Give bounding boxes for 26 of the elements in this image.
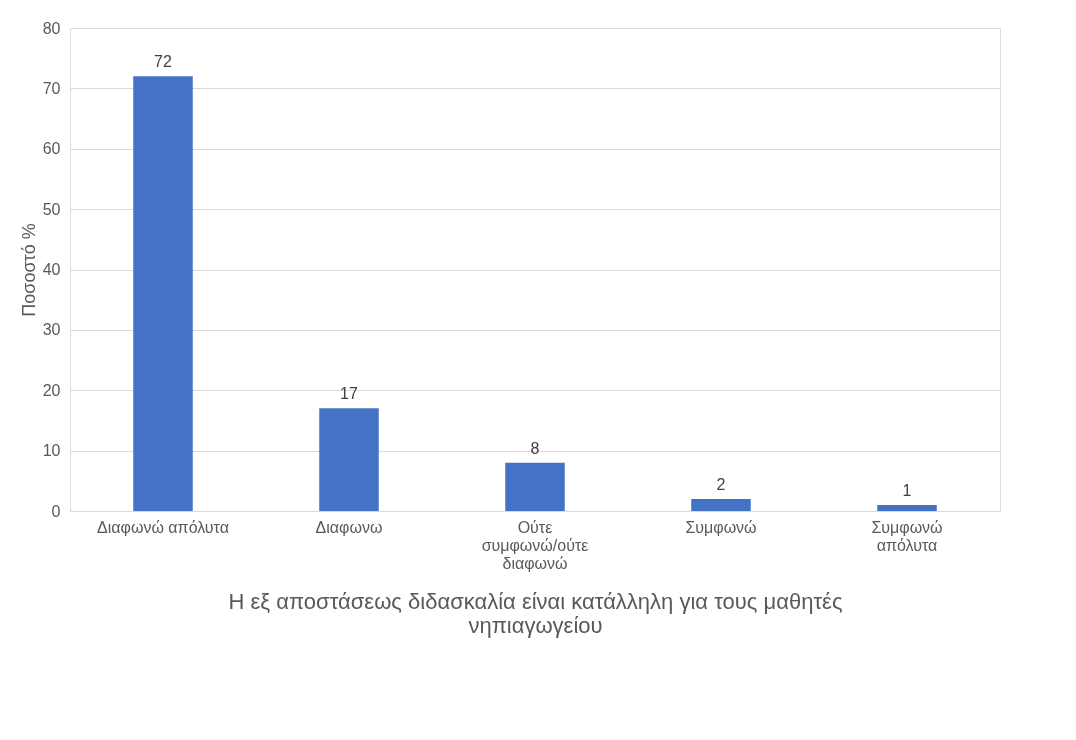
y-tick-label: 80: [42, 19, 61, 37]
y-tick-label: 40: [42, 261, 61, 278]
data-label: 8: [530, 439, 540, 457]
bar: [505, 462, 565, 511]
x-axis-title: Η εξ αποστάσεως διδασκαλία είναι κατάλληλη για τους μαθητές νηπιαγωγείου: [228, 588, 843, 638]
x-tick-label: Συμφωνώ: [685, 518, 757, 536]
y-axis-title: Ποσοστό %: [18, 223, 39, 317]
y-tick-label: 20: [42, 381, 61, 399]
bar: [319, 408, 379, 511]
x-tick-label: Συμφωνώ απόλυτα: [871, 518, 943, 554]
data-label: 2: [716, 475, 726, 493]
y-tick-label: 50: [42, 200, 61, 218]
y-tick-label: 10: [42, 442, 61, 460]
x-tick-label: Διαφωνω: [315, 518, 383, 536]
data-label: 1: [902, 481, 912, 499]
data-label: 72: [154, 53, 172, 71]
x-tick-label: Διαφωνώ απόλυτα: [97, 518, 229, 536]
y-tick-label: 60: [42, 140, 61, 158]
bar: [691, 498, 751, 511]
y-tick-label: 0: [51, 502, 61, 520]
data-label: 17: [340, 385, 358, 403]
bar: [877, 504, 937, 511]
bar: [133, 76, 193, 511]
x-tick-label: Ούτε συμφωνώ/ούτε διαφωνώ: [481, 518, 589, 572]
y-tick-label: 30: [42, 321, 61, 339]
y-tick-label: 70: [42, 79, 61, 97]
